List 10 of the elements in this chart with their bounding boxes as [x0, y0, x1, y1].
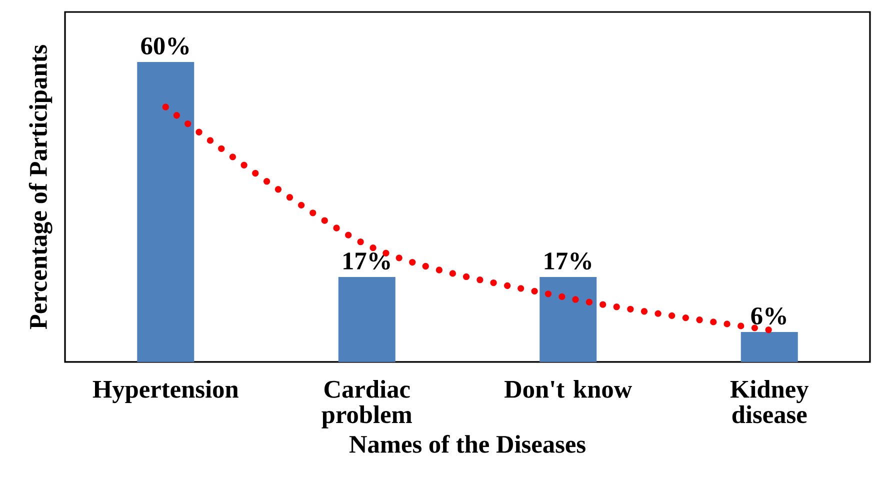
y-axis-title: Percentage of Participants — [28, 45, 52, 330]
data-label: 6% — [751, 307, 786, 325]
x-tick-label: Don't know — [504, 380, 632, 398]
x-tick-label: Cardiac problem — [322, 380, 412, 428]
x-axis-title: Names of the Diseases — [349, 434, 586, 453]
x-tick-label: Kidney disease — [730, 380, 809, 424]
x-tick-label: Hypertension — [92, 380, 238, 404]
data-label: 60% — [141, 37, 189, 55]
data-label: 17% — [344, 252, 390, 270]
data-label: 17% — [544, 252, 592, 270]
